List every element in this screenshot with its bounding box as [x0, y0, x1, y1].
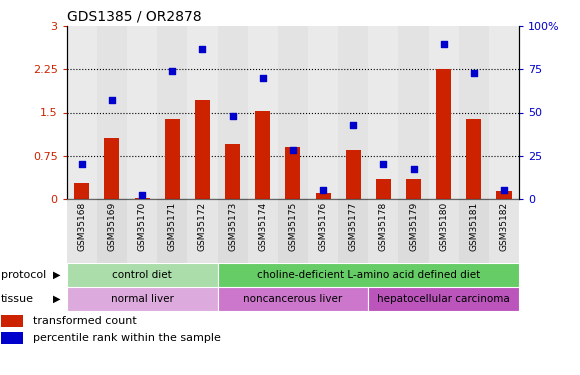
Bar — [97, 199, 127, 262]
Point — [469, 70, 478, 76]
Bar — [278, 26, 308, 199]
Text: ▶: ▶ — [53, 294, 61, 304]
Text: GSM35169: GSM35169 — [107, 202, 117, 251]
Bar — [346, 150, 361, 199]
Text: GSM35177: GSM35177 — [349, 202, 358, 251]
Bar — [436, 69, 451, 199]
Text: GSM35181: GSM35181 — [469, 202, 478, 251]
Point — [77, 161, 86, 167]
Bar — [338, 26, 368, 199]
Bar — [104, 138, 119, 199]
Bar — [218, 262, 519, 287]
Text: percentile rank within the sample: percentile rank within the sample — [33, 333, 221, 343]
Bar — [248, 199, 278, 262]
Bar — [368, 287, 519, 311]
Bar — [1, 315, 23, 327]
Text: GSM35174: GSM35174 — [258, 202, 267, 251]
Bar — [429, 199, 459, 262]
Text: GSM35180: GSM35180 — [439, 202, 448, 251]
Bar — [218, 287, 368, 311]
Bar — [74, 183, 89, 199]
Text: GSM35171: GSM35171 — [168, 202, 177, 251]
Text: ▶: ▶ — [53, 270, 61, 280]
Point — [168, 68, 177, 74]
Bar — [127, 26, 157, 199]
Point — [409, 166, 418, 172]
Bar — [466, 119, 481, 199]
Bar — [316, 193, 331, 199]
Bar — [135, 198, 150, 199]
Text: GSM35176: GSM35176 — [318, 202, 328, 251]
Text: control diet: control diet — [112, 270, 172, 280]
Point — [137, 192, 147, 198]
Text: GSM35182: GSM35182 — [499, 202, 509, 251]
Point — [349, 122, 358, 128]
Text: GSM35172: GSM35172 — [198, 202, 207, 251]
Bar — [368, 26, 398, 199]
Bar — [429, 26, 459, 199]
Bar — [218, 199, 248, 262]
Bar — [187, 199, 218, 262]
Text: transformed count: transformed count — [33, 316, 137, 326]
Text: protocol: protocol — [1, 270, 46, 280]
Bar — [459, 26, 489, 199]
Point — [198, 46, 207, 52]
Bar — [489, 199, 519, 262]
Text: GSM35175: GSM35175 — [288, 202, 298, 251]
Bar — [67, 199, 97, 262]
Text: GSM35173: GSM35173 — [228, 202, 237, 251]
Bar — [489, 26, 519, 199]
Bar — [308, 199, 338, 262]
Bar — [308, 26, 338, 199]
Bar — [278, 199, 308, 262]
Point — [258, 75, 267, 81]
Point — [318, 187, 328, 193]
Bar — [255, 111, 270, 199]
Point — [288, 147, 298, 153]
Bar — [338, 199, 368, 262]
Bar — [67, 287, 218, 311]
Bar — [248, 26, 278, 199]
Bar — [225, 144, 240, 199]
Text: GSM35179: GSM35179 — [409, 202, 418, 251]
Bar — [187, 26, 218, 199]
Bar — [459, 199, 489, 262]
Text: GDS1385 / OR2878: GDS1385 / OR2878 — [67, 10, 201, 24]
Point — [499, 187, 509, 193]
Point — [228, 113, 237, 119]
Text: noncancerous liver: noncancerous liver — [243, 294, 343, 304]
Bar — [157, 26, 187, 199]
Text: tissue: tissue — [1, 294, 34, 304]
Text: GSM35168: GSM35168 — [77, 202, 86, 251]
Bar — [67, 262, 218, 287]
Text: choline-deficient L-amino acid defined diet: choline-deficient L-amino acid defined d… — [257, 270, 480, 280]
Bar — [1, 332, 23, 344]
Bar — [127, 199, 157, 262]
Bar — [376, 178, 391, 199]
Point — [439, 40, 448, 46]
Text: hepatocellular carcinoma: hepatocellular carcinoma — [378, 294, 510, 304]
Bar — [157, 199, 187, 262]
Bar — [496, 191, 512, 199]
Bar — [67, 26, 97, 199]
Bar — [165, 119, 180, 199]
Text: GSM35170: GSM35170 — [137, 202, 147, 251]
Bar — [285, 147, 300, 199]
Point — [107, 98, 117, 104]
Bar — [195, 100, 210, 199]
Bar — [368, 199, 398, 262]
Bar — [218, 26, 248, 199]
Text: normal liver: normal liver — [111, 294, 173, 304]
Point — [379, 161, 388, 167]
Bar — [398, 26, 429, 199]
Bar — [398, 199, 429, 262]
Bar — [97, 26, 127, 199]
Bar — [406, 178, 421, 199]
Text: GSM35178: GSM35178 — [379, 202, 388, 251]
